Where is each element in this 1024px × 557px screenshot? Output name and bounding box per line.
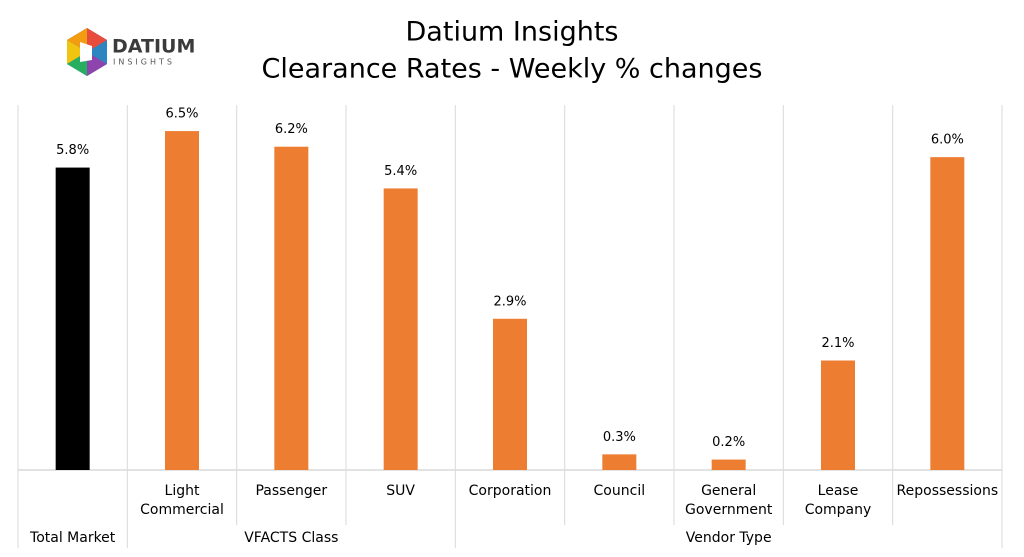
bar — [602, 454, 637, 470]
x-tick-label: Council — [594, 483, 646, 499]
value-label: 6.2% — [275, 122, 308, 137]
group-label: VFACTS Class — [244, 530, 338, 546]
bar — [493, 318, 527, 470]
logo: DATIUM INSIGHTS — [67, 28, 195, 76]
group-label: Vendor Type — [686, 530, 772, 546]
bar — [711, 459, 746, 470]
value-label: 6.5% — [165, 107, 198, 122]
bar — [821, 360, 855, 470]
logo-tagline: INSIGHTS — [113, 58, 175, 67]
x-tick-label: General Government — [685, 483, 773, 518]
value-label: 5.4% — [384, 164, 417, 179]
bar — [383, 188, 418, 470]
group-label: Total Market — [29, 530, 116, 546]
logo-name: DATIUM — [112, 36, 195, 58]
bar — [274, 146, 309, 470]
x-tick-label: Repossessions — [897, 483, 999, 499]
value-label: 0.3% — [603, 430, 636, 445]
bar — [55, 167, 90, 471]
x-tick-label: SUV — [386, 483, 415, 499]
logo-facet — [67, 40, 87, 64]
x-tick-label: Light Commercial — [140, 483, 224, 518]
x-tick-label: Lease Company — [805, 483, 872, 518]
value-label: 6.0% — [931, 133, 964, 148]
value-label: 5.8% — [56, 143, 89, 158]
x-tick-label: Passenger — [255, 483, 327, 499]
value-label: 2.9% — [493, 294, 526, 309]
bar — [165, 131, 199, 471]
x-tick-label: Corporation — [469, 483, 552, 499]
bar — [930, 157, 965, 470]
value-label: 2.1% — [821, 336, 854, 351]
chart-title: Datium Insights — [406, 17, 619, 48]
value-label: 0.2% — [712, 435, 745, 450]
logo-mark — [80, 42, 92, 62]
chart-subtitle: Clearance Rates - Weekly % changes — [262, 54, 763, 85]
